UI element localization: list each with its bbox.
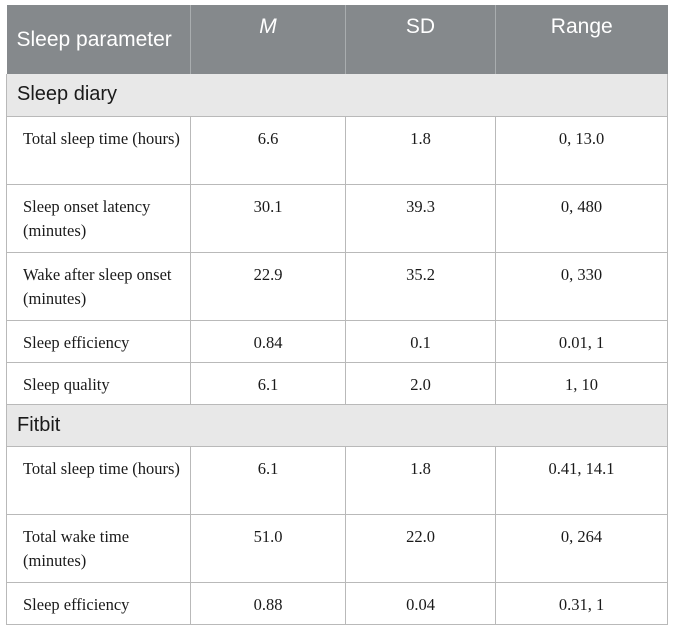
parameter-cell: Total wake time (minutes) <box>6 513 191 583</box>
table-row: Total sleep time (hours) 6.1 1.8 0.41, 1… <box>6 445 668 515</box>
mean-cell: 30.1 <box>190 183 346 253</box>
table-header: Sleep parameter M SD Range <box>6 5 668 74</box>
mean-cell: 6.6 <box>190 115 346 185</box>
range-cell: 0, 13.0 <box>495 115 668 185</box>
sd-cell: 35.2 <box>345 251 496 321</box>
section-row-fitbit: Fitbit <box>6 404 668 447</box>
parameter-cell: Wake after sleep onset (minutes) <box>6 251 191 321</box>
section-title: Sleep diary <box>6 74 668 117</box>
table-row: Total wake time (minutes) 51.0 22.0 0, 2… <box>6 513 668 583</box>
sd-cell: 2.0 <box>345 361 496 405</box>
range-cell: 0.31, 1 <box>495 581 668 625</box>
sleep-parameters-table: Sleep parameter M SD Range Sleep diary T… <box>6 5 668 625</box>
table-row: Sleep efficiency 0.84 0.1 0.01, 1 <box>6 319 668 363</box>
parameter-cell: Sleep efficiency <box>6 319 191 363</box>
table-row: Total sleep time (hours) 6.6 1.8 0, 13.0 <box>6 115 668 185</box>
header-mean: M <box>190 5 346 74</box>
sd-cell: 0.04 <box>345 581 496 625</box>
range-cell: 1, 10 <box>495 361 668 405</box>
range-cell: 0.01, 1 <box>495 319 668 363</box>
mean-cell: 22.9 <box>190 251 346 321</box>
table-row: Wake after sleep onset (minutes) 22.9 35… <box>6 251 668 321</box>
table-row: Sleep onset latency (minutes) 30.1 39.3 … <box>6 183 668 253</box>
mean-cell: 6.1 <box>190 361 346 405</box>
parameter-cell: Sleep onset latency (minutes) <box>6 183 191 253</box>
sd-cell: 0.1 <box>345 319 496 363</box>
range-cell: 0, 330 <box>495 251 668 321</box>
sd-cell: 39.3 <box>345 183 496 253</box>
section-row-sleep-diary: Sleep diary <box>6 74 668 117</box>
mean-cell: 0.84 <box>190 319 346 363</box>
sd-cell: 1.8 <box>345 445 496 515</box>
parameter-cell: Sleep efficiency <box>6 581 191 625</box>
section-title: Fitbit <box>6 404 668 447</box>
header-sleep-parameter: Sleep parameter <box>6 5 191 74</box>
sd-cell: 22.0 <box>345 513 496 583</box>
mean-cell: 0.88 <box>190 581 346 625</box>
table-row: Sleep quality 6.1 2.0 1, 10 <box>6 361 668 405</box>
parameter-cell: Total sleep time (hours) <box>6 445 191 515</box>
sd-cell: 1.8 <box>345 115 496 185</box>
parameter-cell: Sleep quality <box>6 361 191 405</box>
table-body: Sleep diary Total sleep time (hours) 6.6… <box>6 74 668 625</box>
range-cell: 0.41, 14.1 <box>495 445 668 515</box>
header-sd: SD <box>345 5 496 74</box>
range-cell: 0, 480 <box>495 183 668 253</box>
mean-cell: 51.0 <box>190 513 346 583</box>
header-row: Sleep parameter M SD Range <box>6 5 668 74</box>
header-range: Range <box>495 5 668 74</box>
parameter-cell: Total sleep time (hours) <box>6 115 191 185</box>
mean-cell: 6.1 <box>190 445 346 515</box>
table-row: Sleep efficiency 0.88 0.04 0.31, 1 <box>6 581 668 625</box>
range-cell: 0, 264 <box>495 513 668 583</box>
